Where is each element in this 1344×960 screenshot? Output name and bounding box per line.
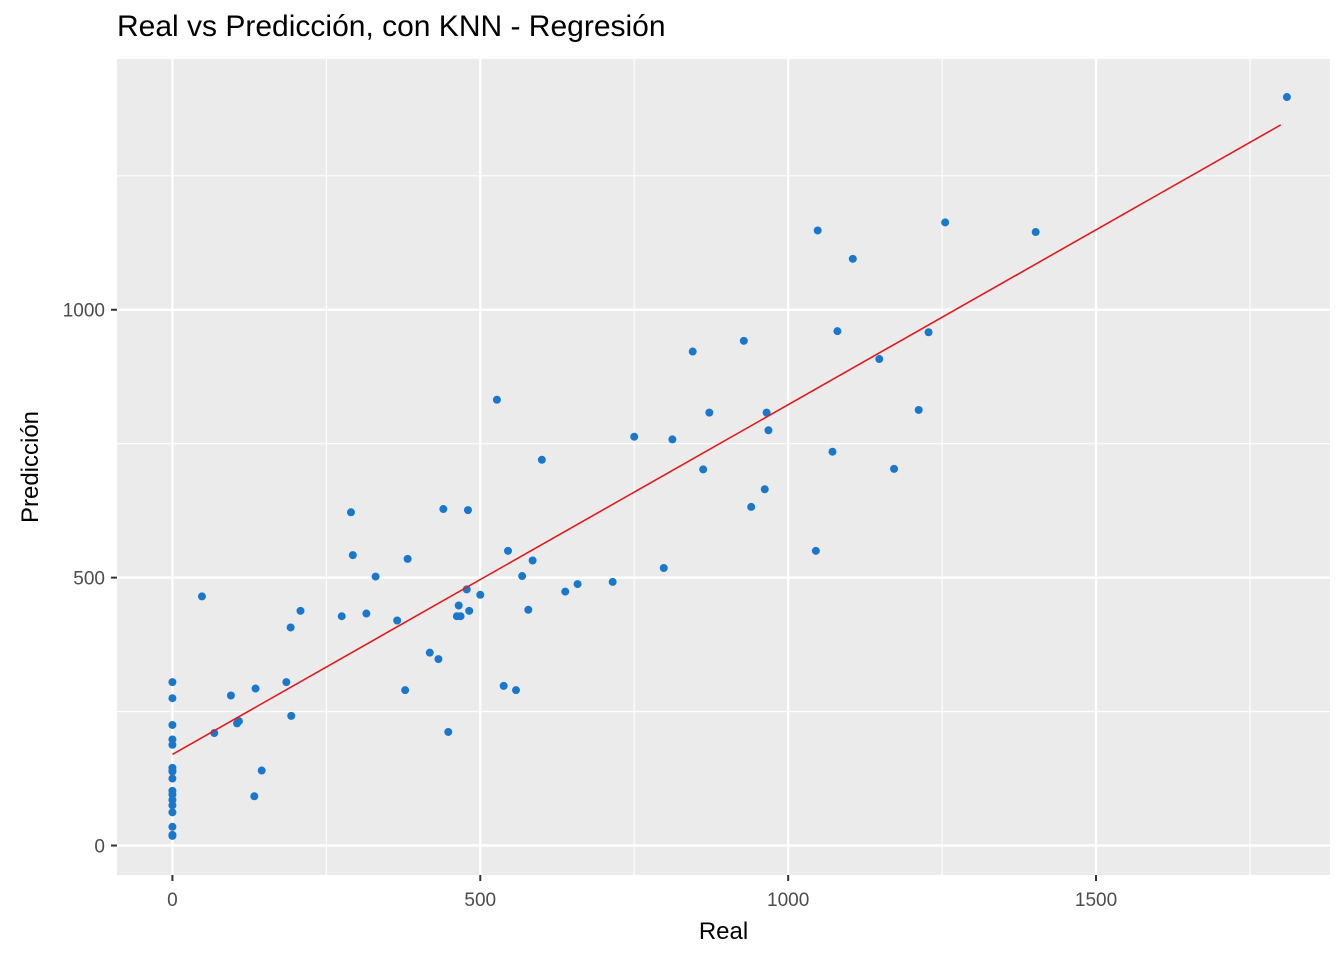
x-tick-label: 1000 <box>767 890 809 911</box>
data-point <box>226 691 235 700</box>
data-point <box>828 447 837 456</box>
data-point <box>454 601 463 610</box>
data-point <box>168 740 177 749</box>
trend-line <box>172 124 1282 756</box>
data-point <box>1031 228 1040 237</box>
data-point <box>444 727 453 736</box>
x-tick-label: 1500 <box>1075 890 1117 911</box>
data-point <box>434 655 443 664</box>
data-point <box>537 455 546 464</box>
trend-line-layer <box>172 124 1282 756</box>
data-point <box>914 405 923 414</box>
data-point <box>250 792 259 801</box>
data-point <box>890 464 899 473</box>
data-point <box>811 546 820 555</box>
data-point <box>688 347 697 356</box>
x-axis-title: Real <box>699 918 748 945</box>
data-point <box>739 336 748 345</box>
data-point <box>401 686 410 695</box>
data-point <box>251 684 260 693</box>
grid-major <box>117 59 1330 875</box>
data-point <box>511 686 520 695</box>
data-point <box>287 711 296 720</box>
data-point <box>499 681 508 690</box>
data-point <box>764 426 773 435</box>
x-tick-label: 500 <box>464 890 496 911</box>
data-point <box>833 327 842 336</box>
data-point <box>234 717 243 726</box>
data-point <box>286 623 295 632</box>
data-point <box>168 808 177 817</box>
data-point <box>762 408 771 417</box>
x-tick-label: 0 <box>167 890 178 911</box>
data-point <box>197 592 206 601</box>
data-point <box>168 720 177 729</box>
chart-title: Real vs Predicción, con KNN - Regresión <box>117 10 666 43</box>
data-point <box>492 395 501 404</box>
data-point <box>296 606 305 615</box>
data-point <box>630 432 639 441</box>
data-point <box>503 546 512 555</box>
data-point <box>463 506 472 515</box>
y-tick-label: 1000 <box>63 301 105 322</box>
data-point <box>924 328 933 337</box>
axis-ticks: 0 500 1000 1500 0 500 1000 <box>63 301 1117 911</box>
plot-panel <box>117 59 1330 875</box>
data-point <box>747 502 756 511</box>
data-point <box>476 590 485 599</box>
data-point <box>848 254 857 263</box>
data-point <box>561 587 570 596</box>
y-axis-title: Predicción <box>17 411 44 523</box>
data-point <box>528 556 537 565</box>
data-point <box>465 606 474 615</box>
data-point <box>168 774 177 783</box>
data-point <box>875 355 884 364</box>
data-point <box>403 554 412 563</box>
data-point <box>282 678 291 687</box>
data-point <box>393 616 402 625</box>
grid-minor <box>117 59 1330 875</box>
data-point <box>168 678 177 687</box>
data-point <box>518 572 527 581</box>
data-point <box>1282 93 1291 102</box>
data-point <box>608 577 617 586</box>
y-tick-label: 500 <box>73 569 105 590</box>
data-point <box>462 585 471 594</box>
data-point <box>456 612 465 621</box>
data-points <box>168 93 1291 840</box>
data-point <box>705 408 714 417</box>
data-point <box>348 551 357 560</box>
data-point <box>941 218 950 227</box>
data-point <box>346 508 355 517</box>
data-point <box>337 612 346 621</box>
data-point <box>760 485 769 494</box>
data-point <box>699 465 708 474</box>
data-point <box>439 505 448 514</box>
data-point <box>257 766 266 775</box>
data-point <box>168 831 177 840</box>
data-point <box>371 572 380 581</box>
data-point <box>168 694 177 703</box>
data-point <box>813 226 822 235</box>
y-tick-label: 0 <box>94 837 105 858</box>
data-point <box>168 822 177 831</box>
data-point <box>524 605 533 614</box>
data-point <box>668 435 677 444</box>
data-point <box>573 580 582 589</box>
data-point <box>168 801 177 810</box>
data-point <box>425 648 434 657</box>
data-point <box>659 563 668 572</box>
data-point <box>362 609 371 618</box>
data-point <box>168 766 177 775</box>
